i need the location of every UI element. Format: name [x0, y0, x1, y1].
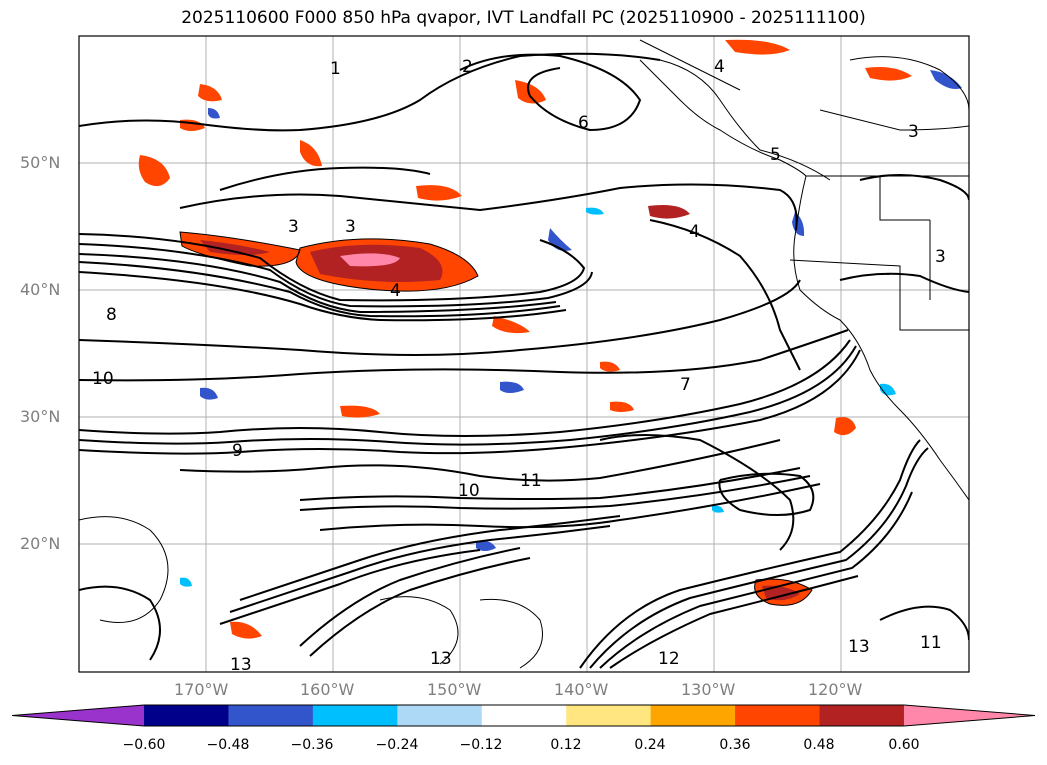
contour-label: 3 [288, 217, 299, 237]
colorbar-swatch [650, 705, 736, 726]
map-frame [78, 35, 970, 673]
contour-label: 5 [770, 145, 781, 165]
contour-label: 7 [680, 375, 691, 395]
contour-label: 11 [920, 633, 942, 653]
lat-label-30n: 30°N [20, 407, 61, 426]
map-title: 2025110600 F000 850 hPa qvapor, IVT Land… [181, 8, 866, 28]
colorbar [11, 704, 1036, 727]
contour-label: 3 [908, 122, 919, 142]
contour-label: 4 [714, 57, 725, 77]
colorbar-swatch [228, 705, 314, 726]
contour-label: 4 [390, 281, 401, 301]
contour-label: 9 [232, 441, 243, 461]
colorbar-tick-label: −0.36 [290, 737, 334, 753]
contour-label: 10 [92, 369, 114, 389]
lat-label-20n: 20°N [20, 534, 61, 553]
lon-label-130w: 130°W [681, 680, 736, 699]
colorbar-extend-low [12, 705, 144, 726]
contour-label: 2 [462, 57, 473, 77]
contour-label: 11 [520, 471, 542, 491]
colorbar-swatch [312, 705, 398, 726]
colorbar-tick-label: 0.48 [803, 737, 835, 753]
contour-label: 13 [848, 637, 870, 657]
colorbar-swatch [144, 705, 229, 726]
contour-label: 1 [330, 59, 341, 79]
colorbar-swatch [735, 705, 821, 726]
colorbar-tick-label: 0.24 [634, 737, 666, 753]
contour-label: 6 [578, 113, 589, 133]
colorbar-swatch [819, 705, 905, 726]
qvapor-contour-lines [79, 56, 969, 669]
colorbar-tick-label: −0.12 [459, 737, 503, 753]
colorbar-extend-high [903, 705, 1035, 726]
contour-label: 3 [345, 217, 356, 237]
lat-label-40n: 40°N [20, 280, 61, 299]
lon-label-160w: 160°W [300, 680, 355, 699]
contour-label: 13 [430, 649, 452, 669]
lon-label-120w: 120°W [808, 680, 863, 699]
contour-label: 13 [230, 655, 252, 675]
lon-label-140w: 140°W [554, 680, 609, 699]
colorbar-tick-label: 0.12 [550, 737, 582, 753]
contour-label: 12 [658, 649, 680, 669]
lat-label-50n: 50°N [20, 153, 61, 172]
colorbar-tick-label: −0.60 [122, 737, 166, 753]
colorbar-tick-label: −0.24 [375, 737, 419, 753]
contour-label: 3 [935, 247, 946, 267]
colorbar-swatch [481, 705, 567, 726]
contour-label: 10 [458, 481, 480, 501]
colorbar-tick-label: −0.48 [206, 737, 250, 753]
ivt-contour-lines [79, 52, 969, 669]
contour-label: 8 [106, 305, 117, 325]
lon-label-170w: 170°W [174, 680, 229, 699]
colorbar-tick-label: 0.60 [888, 737, 920, 753]
graticule [79, 36, 969, 672]
colorbar-outline [11, 704, 1036, 727]
map-plot-area [79, 36, 969, 672]
contour-label: 4 [689, 222, 700, 242]
contour-value-labels: 1 2 3 3 3 3 4 4 4 5 6 7 8 9 10 10 11 11 … [92, 57, 946, 675]
colorbar-swatch [566, 705, 652, 726]
coastlines [639, 39, 969, 501]
lon-label-150w: 150°W [427, 680, 482, 699]
colorbar-swatch [397, 705, 483, 726]
qvapor-filled-contours [138, 39, 962, 639]
colorbar-tick-label: 0.36 [719, 737, 751, 753]
